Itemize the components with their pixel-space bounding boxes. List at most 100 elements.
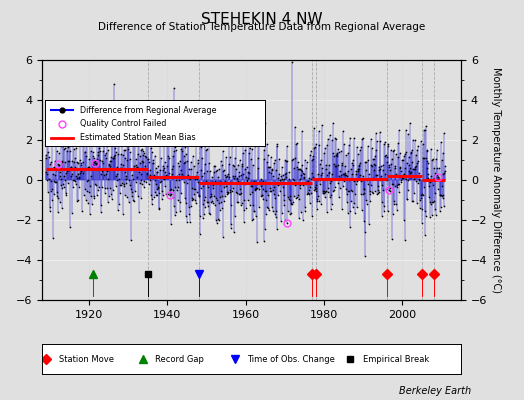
Point (264, 205, 272, 211)
Point (144, 156, 152, 162)
Point (77, 160, 85, 166)
Point (120, 183, 128, 190)
Point (376, 166, 385, 173)
Point (97, 202, 105, 209)
Point (295, 196, 303, 202)
Point (412, 147, 421, 153)
Point (425, 214, 434, 220)
Point (222, 154, 230, 160)
Point (342, 152, 351, 158)
Point (84, 164, 93, 171)
Point (398, 172, 407, 178)
Point (221, 178, 230, 184)
Point (115, 142, 124, 148)
Point (331, 163, 340, 169)
Point (355, 166, 363, 172)
Point (217, 188, 225, 195)
Point (55, 162, 63, 168)
Point (391, 171, 400, 178)
Point (104, 147, 112, 153)
Point (326, 193, 334, 200)
Point (168, 166, 176, 173)
Text: Empirical Break: Empirical Break (363, 354, 429, 364)
Point (172, 146, 180, 153)
Point (323, 209, 331, 216)
Point (436, 204, 445, 210)
Point (235, 190, 243, 197)
Point (283, 208, 292, 214)
Point (390, 183, 399, 190)
Point (159, 162, 168, 169)
Point (52, 166, 60, 173)
Point (90, 154, 99, 161)
Point (205, 160, 213, 166)
Point (73, 159, 81, 166)
Point (301, 181, 310, 187)
Point (271, 214, 280, 220)
Point (207, 199, 215, 205)
Point (260, 120, 269, 126)
Point (274, 175, 282, 182)
Point (293, 192, 302, 198)
Point (172, 187, 181, 193)
Point (347, 198, 356, 205)
Point (74, 171, 82, 177)
Text: Difference of Station Temperature Data from Regional Average: Difference of Station Temperature Data f… (99, 22, 425, 32)
Point (113, 171, 121, 178)
Point (362, 158, 370, 165)
Point (253, 185, 261, 191)
Point (130, 134, 138, 140)
Point (69, 177, 78, 183)
Point (41, 155, 50, 161)
Point (293, 164, 301, 171)
Point (408, 147, 416, 153)
Point (309, 174, 317, 180)
Point (107, 142, 116, 148)
Point (212, 167, 221, 174)
Point (386, 173, 395, 180)
Point (234, 162, 242, 168)
Point (201, 160, 210, 167)
Point (230, 228, 238, 235)
Point (214, 174, 222, 180)
Point (383, 153, 391, 160)
Point (383, 158, 391, 165)
Point (90, 159, 99, 166)
Point (113, 164, 122, 170)
Point (126, 149, 135, 155)
Point (324, 170, 333, 176)
Point (220, 167, 228, 174)
Point (188, 194, 196, 201)
Point (199, 170, 208, 176)
Point (412, 178, 420, 184)
Point (400, 217, 408, 223)
Point (328, 171, 336, 177)
Point (323, 142, 332, 148)
Point (108, 186, 117, 193)
Point (275, 181, 283, 187)
Point (166, 187, 174, 193)
Point (280, 197, 288, 203)
Point (419, 192, 428, 198)
Point (282, 143, 291, 150)
Point (148, 156, 157, 163)
Point (307, 190, 315, 196)
Point (89, 153, 97, 160)
Point (294, 166, 303, 172)
Point (299, 181, 307, 188)
Point (198, 112, 206, 118)
Point (322, 162, 331, 168)
Point (213, 220, 222, 226)
Y-axis label: Monthly Temperature Anomaly Difference (°C): Monthly Temperature Anomaly Difference (… (491, 67, 501, 293)
Point (351, 209, 359, 216)
Point (261, 188, 270, 194)
Point (281, 170, 290, 176)
Point (439, 192, 447, 198)
Point (300, 170, 308, 177)
Point (338, 162, 346, 168)
Point (123, 157, 132, 163)
Point (205, 210, 214, 217)
Point (257, 183, 265, 189)
Point (57, 142, 66, 149)
Point (116, 182, 125, 188)
